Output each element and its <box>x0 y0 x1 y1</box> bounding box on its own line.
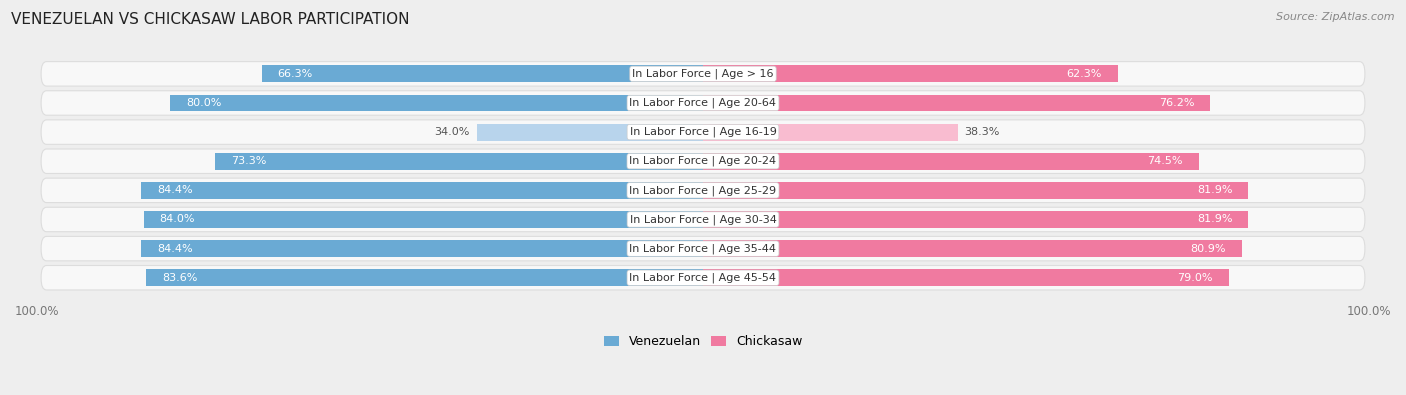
Bar <box>146 269 703 286</box>
Bar <box>703 94 1211 111</box>
Bar <box>703 240 1241 257</box>
Bar <box>141 182 703 199</box>
FancyBboxPatch shape <box>41 91 1365 115</box>
Text: VENEZUELAN VS CHICKASAW LABOR PARTICIPATION: VENEZUELAN VS CHICKASAW LABOR PARTICIPAT… <box>11 12 409 27</box>
Text: 76.2%: 76.2% <box>1159 98 1194 108</box>
Bar <box>170 94 703 111</box>
Text: In Labor Force | Age 35-44: In Labor Force | Age 35-44 <box>630 243 776 254</box>
Bar <box>703 211 1249 228</box>
Text: 34.0%: 34.0% <box>434 127 470 137</box>
FancyBboxPatch shape <box>41 120 1365 144</box>
FancyBboxPatch shape <box>41 207 1365 232</box>
Text: In Labor Force | Age 45-54: In Labor Force | Age 45-54 <box>630 273 776 283</box>
Bar <box>477 124 703 141</box>
Bar <box>215 153 703 170</box>
Text: 74.5%: 74.5% <box>1147 156 1182 166</box>
Text: In Labor Force | Age 30-34: In Labor Force | Age 30-34 <box>630 214 776 225</box>
Text: 84.4%: 84.4% <box>157 185 193 196</box>
FancyBboxPatch shape <box>41 236 1365 261</box>
Bar <box>143 211 703 228</box>
Text: In Labor Force | Age 16-19: In Labor Force | Age 16-19 <box>630 127 776 137</box>
Text: 73.3%: 73.3% <box>231 156 266 166</box>
Text: 84.4%: 84.4% <box>157 244 193 254</box>
Text: 66.3%: 66.3% <box>277 69 314 79</box>
Text: 81.9%: 81.9% <box>1197 185 1232 196</box>
Text: In Labor Force | Age 25-29: In Labor Force | Age 25-29 <box>630 185 776 196</box>
FancyBboxPatch shape <box>41 149 1365 173</box>
FancyBboxPatch shape <box>41 62 1365 86</box>
Text: 38.3%: 38.3% <box>965 127 1000 137</box>
Bar <box>262 66 703 82</box>
FancyBboxPatch shape <box>41 265 1365 290</box>
Bar <box>703 66 1118 82</box>
Bar <box>141 240 703 257</box>
Text: In Labor Force | Age 20-64: In Labor Force | Age 20-64 <box>630 98 776 108</box>
Bar <box>703 153 1199 170</box>
Text: 80.9%: 80.9% <box>1189 244 1226 254</box>
Text: 84.0%: 84.0% <box>160 214 195 224</box>
Text: 62.3%: 62.3% <box>1066 69 1102 79</box>
Bar <box>703 124 957 141</box>
Text: Source: ZipAtlas.com: Source: ZipAtlas.com <box>1277 12 1395 22</box>
Text: 81.9%: 81.9% <box>1197 214 1232 224</box>
Text: 80.0%: 80.0% <box>187 98 222 108</box>
Legend: Venezuelan, Chickasaw: Venezuelan, Chickasaw <box>603 335 803 348</box>
Bar <box>703 269 1229 286</box>
Text: 79.0%: 79.0% <box>1177 273 1213 283</box>
Bar <box>703 182 1249 199</box>
FancyBboxPatch shape <box>41 178 1365 203</box>
Text: In Labor Force | Age > 16: In Labor Force | Age > 16 <box>633 69 773 79</box>
Text: In Labor Force | Age 20-24: In Labor Force | Age 20-24 <box>630 156 776 166</box>
Text: 83.6%: 83.6% <box>163 273 198 283</box>
